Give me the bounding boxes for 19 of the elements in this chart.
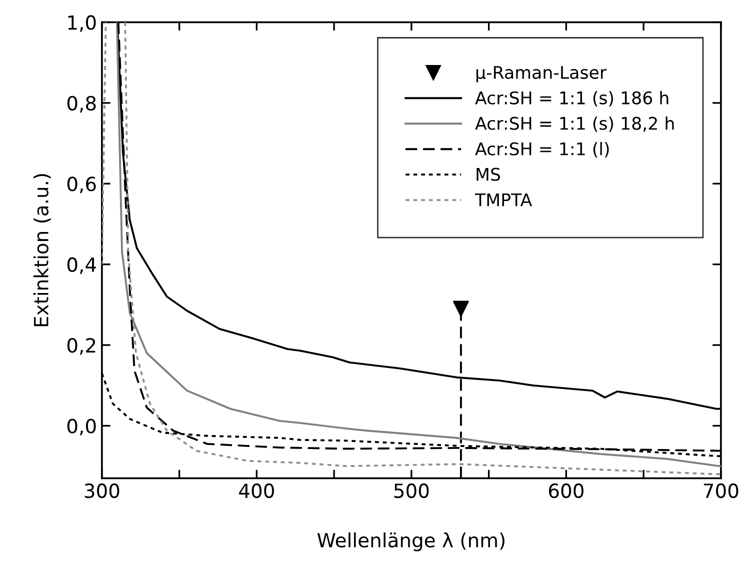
- legend-label: Acr:SH = 1:1 (s) 186 h: [475, 91, 668, 106]
- y-axis-title: Extinktion (a.u.): [33, 174, 51, 326]
- legend-label: µ-Raman-Laser: [476, 66, 607, 82]
- x-tick-label: 300: [84, 483, 120, 498]
- y-tick-label: 0,6: [67, 176, 96, 194]
- legend-label: MS: [476, 168, 500, 181]
- legend-label: TMPTA: [474, 193, 532, 206]
- y-tick-label: 0,2: [67, 338, 96, 355]
- x-tick-label: 400: [239, 483, 274, 498]
- x-axis-title: Wellenlänge λ (nm): [317, 532, 504, 552]
- y-tick-label: 1,0: [68, 15, 96, 32]
- x-tick-label: 600: [548, 483, 584, 498]
- y-tick-label: 0,8: [67, 96, 96, 113]
- x-tick-label: 700: [704, 483, 738, 498]
- legend-label: Acr:SH = 1:1 (s) 18,2 h: [475, 116, 674, 132]
- x-tick-label: 500: [394, 483, 429, 498]
- y-tick-label: 0,4: [67, 257, 96, 274]
- legend-label: Acr:SH = 1:1 (l): [475, 142, 609, 158]
- y-tick-label: 0,0: [67, 418, 96, 436]
